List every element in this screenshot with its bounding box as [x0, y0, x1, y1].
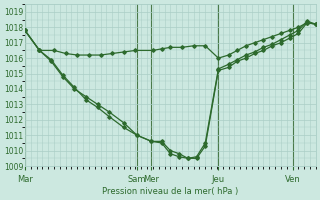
X-axis label: Pression niveau de la mer( hPa ): Pression niveau de la mer( hPa ) — [102, 187, 238, 196]
